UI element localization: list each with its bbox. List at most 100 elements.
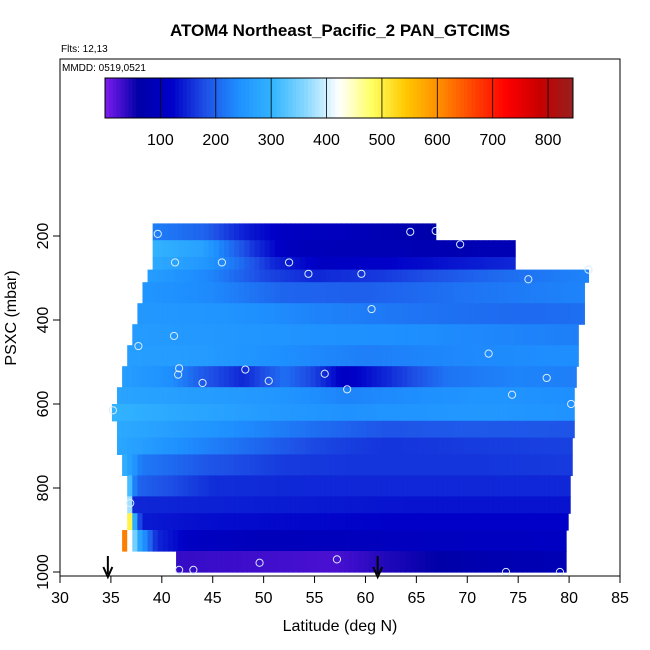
heatmap-cell	[330, 345, 337, 367]
heatmap-cell	[412, 282, 418, 304]
heatmap-cell	[498, 282, 505, 304]
heatmap-cell	[203, 496, 210, 514]
heatmap-cell	[152, 454, 159, 476]
colorbar-segment	[245, 78, 250, 118]
heatmap-cell	[310, 324, 317, 346]
heatmap-cell	[167, 303, 174, 325]
heatmap-cell	[386, 454, 393, 476]
heatmap-cell	[407, 496, 413, 514]
heatmap-cell	[483, 366, 490, 388]
heatmap-cell	[285, 530, 291, 552]
heatmap-cell	[366, 257, 373, 271]
heatmap-cell	[493, 437, 500, 455]
heatmap-cell	[371, 420, 378, 439]
heatmap-cell	[509, 257, 515, 271]
heatmap-cell	[473, 496, 480, 514]
heatmap-cell	[269, 240, 276, 258]
heatmap-cell	[249, 530, 256, 552]
colorbar-segment	[136, 78, 141, 118]
heatmap-cell	[447, 404, 454, 422]
heatmap-cell	[351, 240, 357, 258]
heatmap-cell	[447, 387, 454, 405]
heatmap-cell	[458, 387, 464, 405]
heatmap-cell	[552, 551, 559, 573]
heatmap-cell	[397, 257, 403, 271]
heatmap-cell	[509, 387, 515, 405]
heatmap-cell	[391, 454, 398, 476]
heatmap-cell	[218, 387, 225, 405]
heatmap-cell	[503, 257, 510, 271]
heatmap-cell	[193, 437, 200, 455]
heatmap-cell	[178, 387, 184, 405]
heatmap-band	[127, 496, 571, 514]
heatmap-cell	[458, 420, 464, 439]
heatmap-cell	[188, 223, 194, 241]
colorbar-segment	[124, 78, 129, 118]
heatmap-cell	[366, 475, 373, 497]
heatmap-cell	[213, 366, 220, 388]
heatmap-cell	[412, 437, 418, 455]
heatmap-cell	[501, 551, 508, 573]
heatmap-cell	[407, 530, 413, 552]
heatmap-cell	[288, 551, 294, 573]
heatmap-cell	[468, 437, 474, 455]
heatmap-cell	[483, 387, 490, 405]
heatmap-cell	[402, 269, 408, 283]
heatmap-cell	[341, 404, 347, 422]
heatmap-cell	[305, 269, 312, 283]
heatmap-cell	[330, 387, 337, 405]
heatmap-cell	[473, 257, 480, 271]
heatmap-cell	[341, 240, 347, 258]
heatmap-band	[147, 269, 590, 283]
heatmap-cell	[274, 454, 281, 476]
heatmap-cell	[565, 345, 571, 367]
colorbar-segment	[163, 78, 168, 118]
heatmap-cell	[249, 257, 256, 271]
heatmap-cell	[549, 366, 556, 388]
heatmap-band	[152, 257, 516, 271]
heatmap-cell	[366, 530, 373, 552]
heatmap-cell	[559, 282, 566, 304]
heatmap-cell	[407, 454, 413, 476]
heatmap-cell	[325, 475, 332, 497]
heatmap-cell	[519, 437, 525, 455]
heatmap-cell	[534, 530, 541, 552]
colorbar-segment	[354, 78, 359, 118]
heatmap-cell	[249, 496, 256, 514]
heatmap-cell	[554, 475, 561, 497]
heatmap-cell	[346, 366, 352, 388]
heatmap-cell	[427, 530, 434, 552]
heatmap-cell	[142, 420, 149, 439]
heatmap-cell	[137, 303, 144, 325]
heatmap-cell	[534, 366, 541, 388]
heatmap-cell	[147, 475, 154, 497]
heatmap-cell	[152, 530, 159, 552]
heatmap-cell	[259, 324, 266, 346]
heatmap-cell	[483, 513, 490, 531]
heatmap-cell	[249, 475, 256, 497]
colorbar-segment	[159, 78, 164, 118]
heatmap-cell	[188, 269, 194, 283]
heatmap-cell	[208, 530, 215, 552]
heatmap-cell	[218, 303, 225, 325]
heatmap-cell	[539, 475, 546, 497]
heatmap-cell	[425, 551, 432, 573]
heatmap-cell	[188, 240, 194, 258]
heatmap-cell	[188, 530, 194, 552]
heatmap-cell	[254, 324, 261, 346]
heatmap-cell	[191, 551, 198, 573]
heatmap-band	[117, 387, 575, 405]
heatmap-cell	[473, 345, 480, 367]
heatmap-cell	[397, 513, 403, 531]
heatmap-cell	[254, 269, 261, 283]
heatmap-cell	[478, 530, 485, 552]
heatmap-cell	[208, 257, 215, 271]
heatmap-cell	[559, 530, 566, 552]
heatmap-cell	[402, 404, 408, 422]
heatmap-cell	[473, 387, 480, 405]
heatmap-cell	[493, 454, 500, 476]
heatmap-cell	[361, 404, 368, 422]
heatmap-cell	[328, 551, 335, 573]
heatmap-cell	[244, 496, 250, 514]
